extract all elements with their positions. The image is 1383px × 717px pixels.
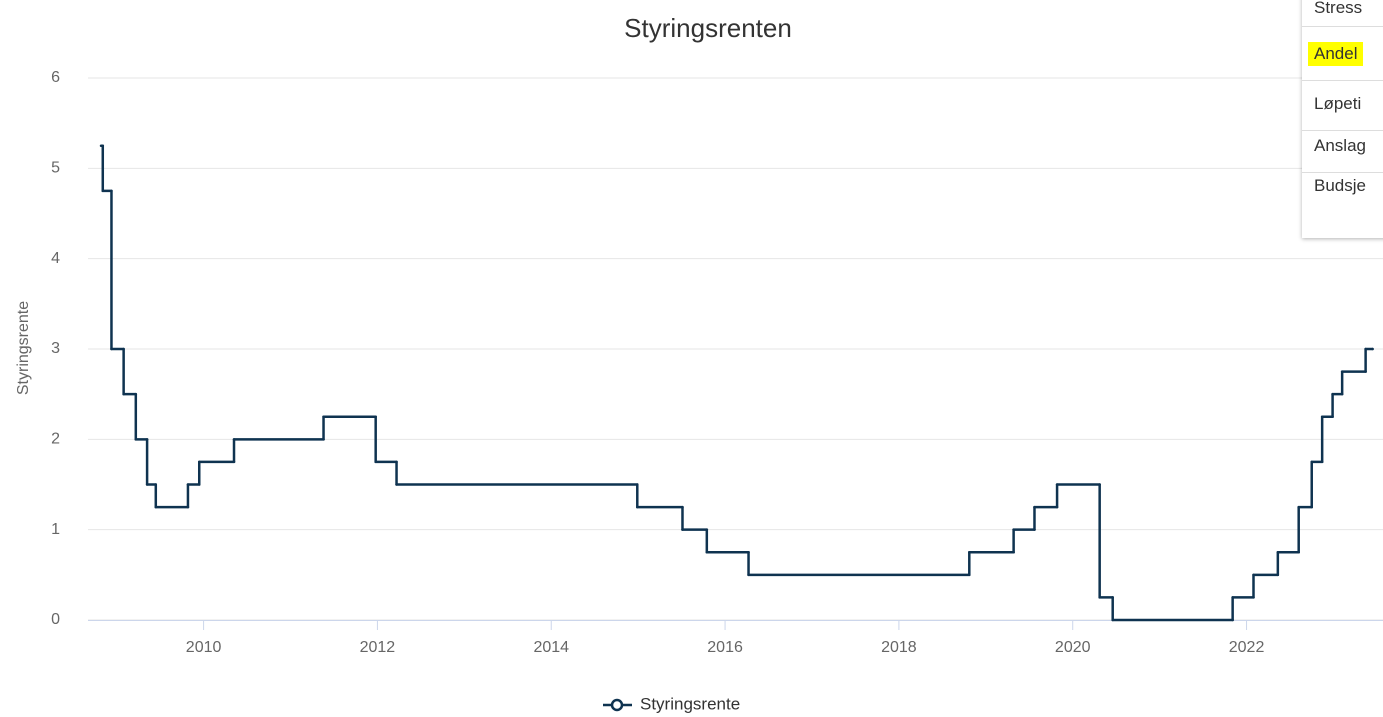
y-tick-label: 1: [51, 521, 60, 538]
y-tick-label: 5: [51, 160, 60, 177]
menu-separator: [1302, 130, 1383, 131]
series-line: [99, 144, 1374, 622]
x-tick-label: 2016: [707, 639, 743, 656]
y-tick-label: 0: [51, 611, 60, 628]
menu-item[interactable]: Andel: [1308, 42, 1364, 66]
y-axis-label: Styringsrente: [15, 301, 32, 395]
x-tick-label: 2020: [1055, 639, 1091, 656]
dropdown-menu: Stress Andel Løpeti Anslag Budsje: [1302, 0, 1383, 238]
x-tick-label: 2012: [360, 639, 396, 656]
menu-separator: [1302, 172, 1383, 173]
y-tick-label: 6: [51, 69, 60, 86]
x-tick-label: 2018: [881, 639, 917, 656]
y-tick-label: 2: [51, 431, 60, 448]
menu-item[interactable]: Løpeti: [1314, 94, 1362, 113]
x-tick-label: 2014: [533, 639, 569, 656]
legend[interactable]: Styringsrente: [603, 694, 740, 713]
y-tick-label: 3: [51, 340, 60, 357]
menu-item[interactable]: Stress: [1314, 0, 1363, 17]
x-tick-label: 2010: [186, 639, 222, 656]
x-tick-label: 2022: [1229, 639, 1265, 656]
legend-marker: [610, 698, 624, 712]
menu-item[interactable]: Anslag: [1314, 136, 1366, 155]
y-tick-label: 4: [51, 250, 60, 267]
chart-title: Styringsrenten: [624, 13, 792, 43]
menu-separator: [1302, 26, 1383, 27]
legend-label: Styringsrente: [640, 694, 740, 713]
menu-separator: [1302, 80, 1383, 81]
menu-item[interactable]: Budsje: [1314, 176, 1366, 195]
